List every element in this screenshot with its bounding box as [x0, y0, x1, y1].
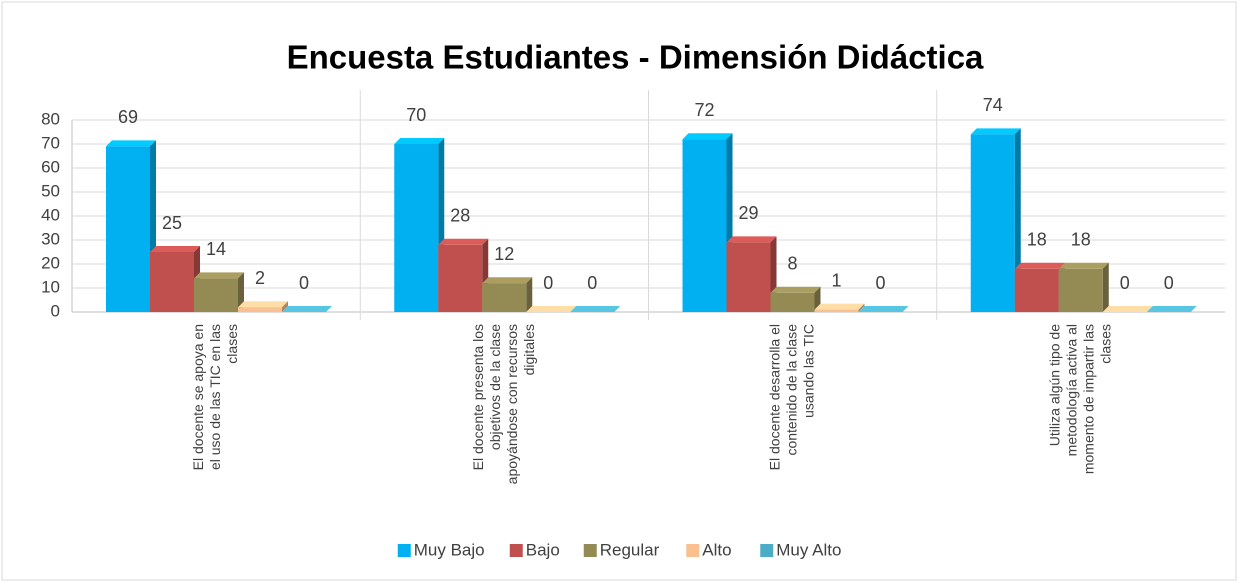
- bar: [1014, 268, 1059, 312]
- data-label: 74: [983, 95, 1003, 115]
- y-tick-label: 50: [41, 181, 60, 200]
- bar-top: [394, 138, 445, 144]
- bar: [814, 309, 859, 312]
- bar-top: [1014, 262, 1065, 269]
- bar-top: [282, 306, 332, 312]
- data-label: 0: [1164, 273, 1174, 293]
- bar: [970, 134, 1015, 312]
- y-tick-label: 40: [41, 205, 60, 224]
- bar: [1058, 268, 1103, 312]
- x-tick-label: El docente se apoya enel uso de las TIC …: [190, 324, 240, 470]
- bar-top: [106, 140, 156, 147]
- bar: [438, 244, 483, 312]
- bar-top: [150, 246, 200, 252]
- bar-top: [726, 236, 777, 243]
- data-label: 72: [694, 100, 714, 120]
- data-label: 69: [118, 107, 138, 127]
- x-tick-label: El docente desarrolla elcontenido de la …: [766, 324, 816, 471]
- y-tick-label: 70: [41, 133, 60, 152]
- bar-top: [238, 301, 288, 308]
- data-label: 25: [162, 213, 182, 233]
- data-label: 0: [543, 273, 553, 293]
- bar-side: [526, 277, 533, 312]
- legend-swatch: [583, 544, 597, 557]
- bar: [770, 292, 815, 312]
- bar-top: [970, 128, 1021, 135]
- bar: [106, 146, 150, 312]
- data-label: 29: [738, 203, 758, 223]
- bar-top: [570, 306, 621, 312]
- bar-top: [682, 133, 733, 140]
- bar-side: [858, 303, 865, 312]
- bar: [394, 144, 439, 312]
- data-label: 14: [206, 239, 226, 259]
- data-label: 2: [255, 268, 265, 288]
- bar-top: [526, 306, 577, 312]
- x-tick-label: Utiliza algún tipo demetodología activa …: [1046, 324, 1113, 474]
- data-label: 1: [831, 270, 841, 290]
- y-tick-label: 80: [41, 109, 60, 128]
- bar-top: [482, 277, 533, 284]
- data-label: 70: [406, 105, 426, 125]
- chart-title: Encuesta Estudiantes - Dimensión Didácti…: [287, 39, 984, 76]
- legend-label: Alto: [702, 540, 731, 559]
- legend-swatch: [686, 544, 700, 557]
- bar: [150, 252, 194, 312]
- y-tick-label: 20: [41, 253, 60, 272]
- data-label: 8: [787, 254, 797, 274]
- bar-top: [1058, 262, 1109, 269]
- y-tick-label: 30: [41, 229, 60, 248]
- bar-side: [1102, 262, 1109, 312]
- data-label: 0: [1120, 273, 1130, 293]
- bar-top: [1102, 306, 1153, 312]
- bar: [238, 307, 282, 312]
- y-tick-label: 0: [51, 301, 60, 320]
- bar-side: [282, 301, 288, 312]
- legend-swatch: [760, 544, 774, 557]
- legend-label: Regular: [600, 540, 660, 559]
- legend-swatch: [397, 544, 411, 557]
- y-tick-label: 10: [41, 277, 60, 296]
- bar-top: [814, 303, 865, 310]
- data-label: 18: [1071, 230, 1091, 250]
- bar-top: [1146, 306, 1197, 312]
- data-label: 0: [299, 273, 309, 293]
- legend-label: Muy Alto: [776, 540, 841, 559]
- legend-label: Bajo: [526, 540, 560, 559]
- bar: [726, 242, 771, 312]
- bar: [682, 139, 727, 312]
- data-label: 28: [450, 206, 470, 226]
- legend-label: Muy Bajo: [414, 540, 485, 559]
- data-label: 12: [494, 244, 514, 264]
- legend-swatch: [509, 544, 523, 557]
- bar: [482, 283, 527, 312]
- x-tick-label: El docente presenta losobjetivos de la c…: [470, 324, 537, 485]
- bar-top: [858, 306, 909, 312]
- data-label: 0: [587, 273, 597, 293]
- bar-top: [770, 286, 821, 293]
- bar: [194, 278, 238, 312]
- data-label: 18: [1027, 230, 1047, 250]
- bar-side: [238, 272, 244, 312]
- data-label: 0: [875, 273, 885, 293]
- bar-top: [438, 238, 489, 245]
- y-tick-label: 60: [41, 157, 60, 176]
- bar-top: [194, 272, 244, 279]
